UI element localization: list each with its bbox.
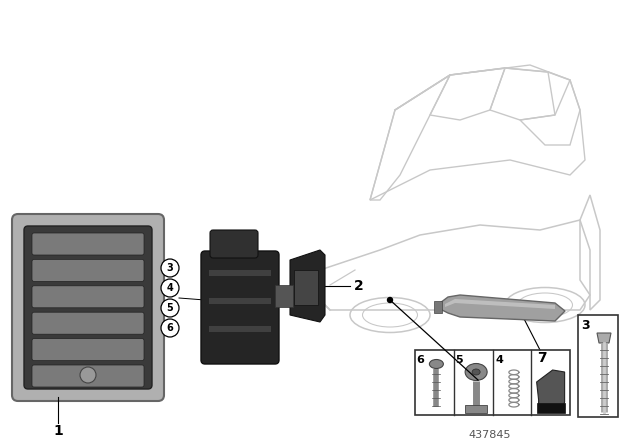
Circle shape	[161, 279, 179, 297]
Text: 3: 3	[166, 263, 173, 273]
Bar	[415, 350, 570, 415]
Bar	[209, 298, 271, 304]
Text: 4: 4	[496, 355, 504, 365]
Text: 7: 7	[537, 351, 547, 365]
FancyBboxPatch shape	[32, 259, 144, 281]
Text: 1: 1	[53, 424, 63, 438]
Circle shape	[161, 319, 179, 337]
FancyBboxPatch shape	[32, 365, 144, 387]
Ellipse shape	[465, 363, 487, 380]
FancyBboxPatch shape	[201, 251, 279, 364]
Text: 5: 5	[455, 355, 463, 365]
FancyBboxPatch shape	[210, 230, 258, 258]
FancyBboxPatch shape	[32, 286, 144, 308]
Polygon shape	[290, 250, 325, 322]
Polygon shape	[536, 370, 564, 408]
Circle shape	[161, 259, 179, 277]
FancyBboxPatch shape	[24, 226, 152, 389]
Circle shape	[387, 297, 392, 302]
Polygon shape	[440, 295, 565, 321]
Ellipse shape	[429, 359, 444, 369]
Bar	[209, 326, 271, 332]
Bar	[209, 270, 271, 276]
Bar	[275, 285, 293, 307]
Polygon shape	[445, 299, 555, 309]
Text: 437845: 437845	[468, 430, 511, 440]
Text: 4: 4	[166, 283, 173, 293]
Circle shape	[161, 299, 179, 317]
Text: 3: 3	[582, 319, 590, 332]
Bar	[294, 270, 318, 305]
Bar	[434, 301, 442, 313]
FancyBboxPatch shape	[32, 339, 144, 361]
Text: 5: 5	[166, 303, 173, 313]
Text: 6: 6	[417, 355, 424, 365]
Circle shape	[80, 367, 96, 383]
Polygon shape	[597, 333, 611, 343]
Text: 2: 2	[354, 279, 364, 293]
Ellipse shape	[472, 369, 480, 375]
FancyBboxPatch shape	[32, 233, 144, 255]
Bar	[536, 403, 564, 413]
Text: 6: 6	[166, 323, 173, 333]
FancyBboxPatch shape	[32, 312, 144, 334]
FancyBboxPatch shape	[12, 214, 164, 401]
Bar	[578, 315, 618, 417]
Bar	[465, 405, 487, 413]
